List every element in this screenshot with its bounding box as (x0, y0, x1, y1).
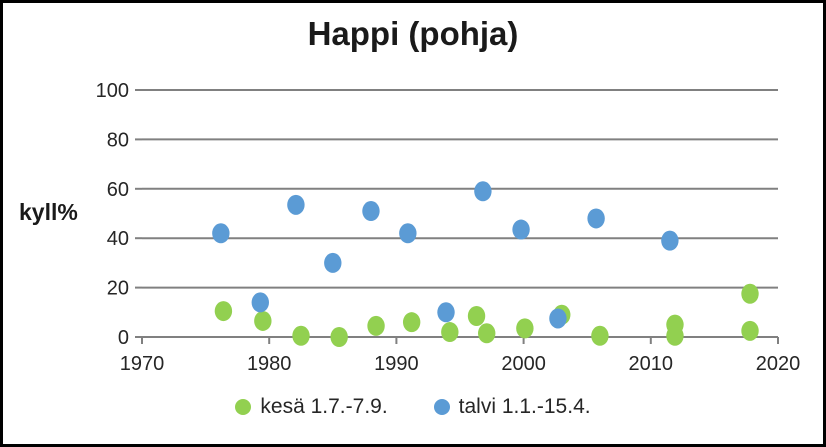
circle-icon (235, 399, 252, 415)
data-point-series0-3 (330, 327, 348, 347)
data-point-series1-10 (587, 208, 605, 229)
data-point-series1-8 (512, 219, 530, 240)
data-point-series0-5 (402, 312, 421, 333)
data-point-series0-15 (741, 320, 759, 341)
x-tick-label-1970: 1970 (120, 353, 165, 375)
legend-item-0: kesä 1.7.-7.9. (235, 395, 388, 419)
y-axis-title: kyll% (19, 199, 78, 225)
y-tick-label-40: 40 (107, 228, 129, 250)
legend-label-0: kesä 1.7.-7.9. (260, 395, 388, 418)
data-point-series1-6 (437, 302, 455, 323)
data-point-series1-0 (212, 223, 230, 244)
y-tick-label-0: 0 (118, 327, 129, 349)
legend-label-1: talvi 1.1.-15.4. (458, 395, 591, 418)
chart-title: Happi (pohja) (307, 15, 519, 52)
data-point-series1-5 (399, 223, 417, 244)
data-point-series1-3 (324, 252, 342, 273)
data-point-series0-7 (467, 306, 486, 327)
legend-item-1: talvi 1.1.-15.4. (433, 395, 591, 419)
data-point-series1-11 (661, 230, 679, 251)
data-point-series1-9 (549, 308, 567, 329)
x-tick-label-2000: 2000 (501, 353, 546, 375)
data-point-series0-2 (292, 325, 310, 346)
legend: kesä 1.7.-7.9. talvi 1.1.-15.4. (3, 395, 823, 419)
data-point-series1-1 (251, 292, 269, 313)
x-tick-label-2010: 2010 (629, 353, 674, 375)
data-point-series0-6 (441, 322, 459, 343)
circle-icon (433, 399, 450, 415)
x-tick-label-1990: 1990 (374, 353, 419, 375)
data-point-series1-7 (474, 181, 492, 202)
data-point-series1-2 (287, 194, 305, 215)
data-point-series1-4 (362, 201, 380, 222)
data-point-series0-1 (254, 310, 272, 331)
data-point-series0-8 (478, 323, 496, 344)
data-point-series0-13 (666, 325, 684, 346)
data-point-series0-9 (516, 318, 534, 339)
y-tick-label-80: 80 (107, 129, 129, 151)
x-tick-label-2020: 2020 (756, 353, 801, 375)
y-tick-label-100: 100 (96, 80, 129, 102)
y-tick-label-60: 60 (107, 179, 129, 201)
data-point-series0-0 (214, 301, 233, 322)
x-tick-label-1980: 1980 (247, 353, 292, 375)
data-point-series0-4 (367, 315, 385, 336)
data-point-series0-14 (741, 283, 759, 304)
data-point-series0-11 (591, 325, 609, 346)
plot-area: 0 20 40 60 80 100 1970 1980 1990 2000 2010 2020 (96, 80, 801, 375)
y-tick-label-20: 20 (107, 278, 129, 300)
